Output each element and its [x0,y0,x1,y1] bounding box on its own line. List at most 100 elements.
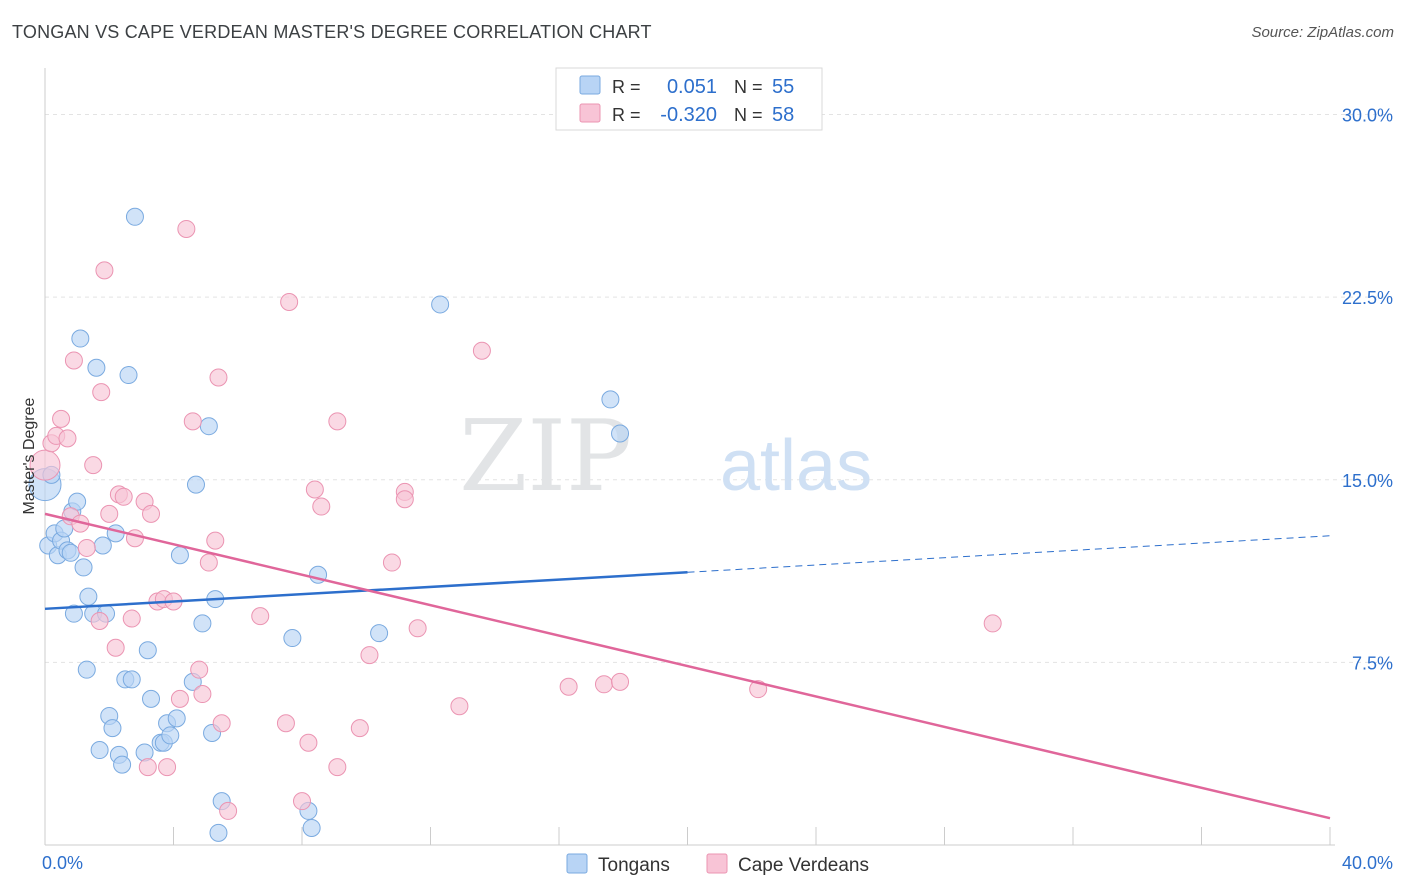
tongans-point-45 [209,823,228,842]
y-axis-label: Master's Degree [21,397,38,514]
tongans-point-27 [119,366,138,385]
cape-verdeans-point-8 [77,538,96,557]
cape-verdeans-point-41 [305,480,324,499]
y-tick-label-1: 15.0% [1342,471,1393,491]
cape-verdeans-point-0 [29,449,61,481]
cape-verdeans-point-11 [92,383,111,402]
cape-verdeans-point-30 [193,685,212,704]
tongans-point-47 [283,629,302,648]
tick-labels: 7.5% 15.0% 22.5% 30.0% 0.0% 40.0% [42,106,1393,873]
cape-verdeans-point-26 [170,689,189,708]
y-tick-label-3: 30.0% [1342,106,1393,126]
tongans-point-18 [90,741,109,760]
stats-r-label-cape-verdeans: R = [612,105,641,125]
tongans-point-12 [71,329,90,348]
cape-verdeans-point-20 [138,758,157,777]
cape-verdeans-point-29 [190,660,209,679]
cape-verdeans-trend-line [44,512,1331,820]
cape-verdeans-point-23 [158,758,177,777]
cape-verdeans-point-57 [983,614,1002,633]
tongans-point-31 [138,641,157,660]
cape-verdeans-point-34 [212,714,231,733]
cape-verdeans-point-32 [206,531,225,550]
legend-label-tongans: Tongans [598,855,670,876]
cape-verdeans-point-40 [299,733,318,752]
stats-swatch-tongans [579,75,601,95]
tongans-point-38 [170,546,189,565]
tongans-point-25 [113,755,132,774]
stats-n-label-tongans: N = [734,77,763,97]
tongans-point-17 [87,358,106,377]
tongans-point-40 [186,475,205,494]
legend-swatch-tongans [566,853,588,874]
tongans-point-22 [103,719,122,738]
legend-label-cape-verdeans: Cape Verdeans [738,855,869,876]
stats-r-label-tongans: R = [612,77,641,97]
tongans-point-51 [370,624,389,643]
cape-verdeans-point-31 [199,553,218,572]
tongans-points [28,207,630,842]
legend-swatch-cape-verdeans [706,853,728,874]
watermark: ZIP atlas [459,400,872,514]
cape-verdeans-point-54 [594,675,613,694]
stats-n-label-cape-verdeans: N = [734,105,763,125]
cape-verdeans-point-52 [472,341,491,360]
cape-verdeans-point-12 [95,261,114,280]
cape-verdeans-point-28 [183,412,202,431]
tongans-point-28 [122,670,141,689]
cape-verdeans-point-13 [100,504,119,523]
tongans-point-19 [93,536,112,555]
chart-title: TONGAN VS CAPE VERDEAN MASTER'S DEGREE C… [12,22,652,42]
cape-verdeans-point-14 [106,638,125,657]
tongans-point-41 [193,614,212,633]
cape-verdeans-point-35 [219,801,238,820]
watermark-atlas: atlas [720,426,872,506]
cape-verdeans-point-18 [125,529,144,548]
cape-verdeans-point-39 [293,792,311,811]
tongans-trend-extension [687,535,1331,573]
cape-verdeans-point-27 [177,219,196,238]
tongans-point-37 [167,709,186,728]
cape-verdeans-point-49 [395,490,414,509]
stats-legend: R = 0.051 N = 55 R = -0.320 N = 58 [555,67,823,131]
cape-verdeans-point-37 [276,714,295,733]
cape-verdeans-point-10 [90,611,109,630]
grid-layer [45,114,1392,845]
stats-n-value-tongans: 55 [772,76,794,98]
cape-verdeans-point-43 [328,412,347,431]
cape-verdeans-point-21 [142,504,161,523]
stats-swatch-cape-verdeans [579,103,601,123]
tongans-point-53 [601,390,620,409]
y-tick-label-0: 7.5% [1352,653,1393,673]
series-legend: Tongans Cape Verdeans [566,853,869,876]
cape-verdeans-point-50 [408,619,427,638]
cape-verdeans-point-47 [382,553,401,572]
cape-verdeans-point-51 [450,697,469,716]
cape-verdeans-point-16 [114,487,133,506]
cape-verdeans-point-45 [350,719,369,738]
tongans-point-36 [161,726,180,745]
x-tick-label-1: 40.0% [1342,853,1393,873]
cape-verdeans-point-55 [611,672,630,691]
x-tick-label-0: 0.0% [42,853,83,873]
cape-verdeans-point-38 [280,293,299,312]
tongans-point-30 [135,743,154,762]
trend-layer [44,512,1331,820]
cape-verdeans-point-53 [559,677,578,696]
watermark-zip: ZIP [459,400,632,514]
tongans-point-42 [199,417,218,436]
cape-verdeans-point-17 [122,609,141,628]
cape-verdeans-point-33 [209,368,228,387]
tongans-point-23 [106,524,125,543]
y-tick-label-2: 22.5% [1342,288,1393,308]
cape-verdeans-point-9 [84,456,103,475]
tongans-point-49 [302,818,321,837]
tongans-point-10 [64,604,83,623]
tongans-point-52 [431,295,450,314]
tongans-point-29 [125,207,144,226]
cape-verdeans-points [29,219,1002,820]
tongans-point-32 [142,689,161,708]
cape-verdeans-point-44 [328,758,347,777]
tongans-point-54 [611,424,630,443]
